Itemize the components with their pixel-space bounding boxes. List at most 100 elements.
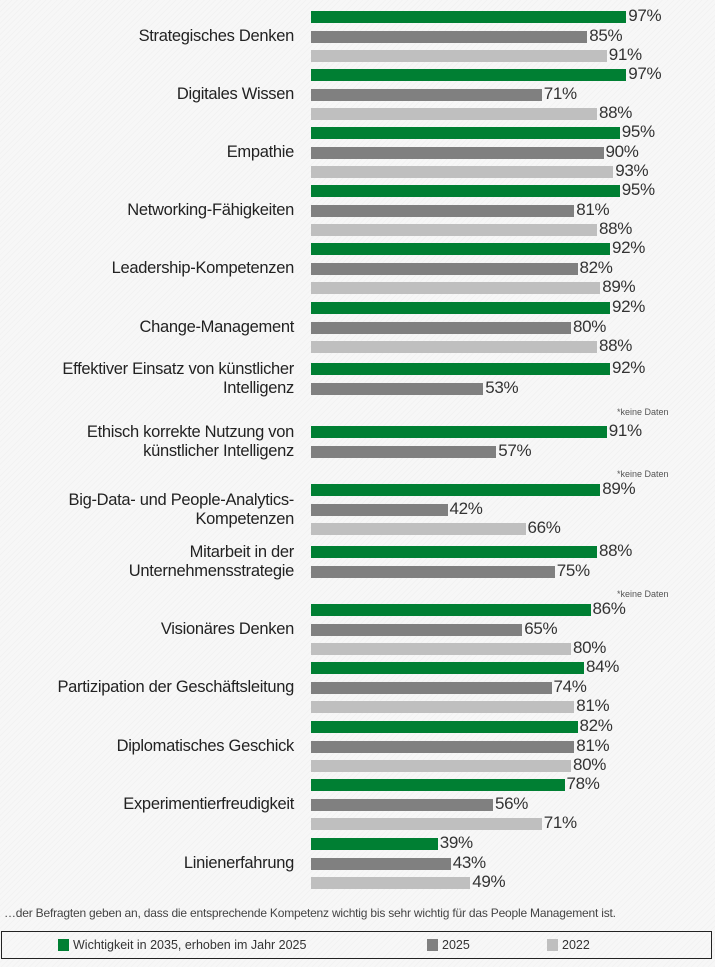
category-label-line: Effektiver Einsatz von künstlicher [62, 359, 294, 378]
chart-footnote: …der Befragten geben an, dass die entspr… [4, 906, 616, 920]
value-label: 74% [553, 676, 587, 696]
value-label: 53% [485, 377, 519, 397]
value-label: 43% [452, 852, 486, 872]
bar-networking-fahigkeiten-2025 [311, 204, 575, 217]
bar-mitarbeit-in-der-unternehmensstrategie-2035 [311, 546, 597, 558]
legend-item-2025: 2025 [427, 938, 470, 952]
bar-experimentierfreudigkeit-2022 [311, 818, 542, 830]
bar-diplomatisches-geschick-2022 [311, 760, 571, 772]
category-label-line: Linienerfahrung [183, 854, 294, 872]
value-label: 71% [543, 83, 577, 103]
value-label: 82% [579, 257, 613, 277]
category-label-line: künstlicher Intelligenz [143, 441, 294, 460]
bar-experimentierfreudigkeit-2025 [311, 798, 493, 811]
bar-partizipation-der-geschaftsleitung-2035 [311, 662, 584, 674]
value-label: 56% [495, 793, 529, 813]
value-label: 81% [576, 696, 610, 715]
legend-swatch-2022 [547, 939, 558, 951]
bar-linienerfahrung-2022 [311, 877, 471, 889]
value-label: 95% [621, 180, 655, 199]
bar-linienerfahrung-2035 [311, 838, 438, 850]
no-data-note: *keine Daten [617, 469, 669, 479]
category-label: Networking-Fähigkeiten [127, 201, 294, 220]
value-label: 90% [605, 141, 639, 161]
bar-mitarbeit-in-der-unternehmensstrategie-2025 [311, 565, 555, 578]
value-label: 80% [573, 638, 607, 657]
bar-digitales-wissen-2025 [311, 88, 542, 101]
value-label: 93% [615, 161, 649, 180]
value-label: 39% [439, 833, 473, 852]
value-label: 88% [599, 541, 633, 560]
bar-empathie-2035 [311, 127, 620, 139]
category-label-line: Visionäres Denken [160, 620, 294, 638]
category-label-line: Diplomatisches Geschick [116, 737, 295, 755]
value-label: 91% [608, 421, 642, 440]
value-label: 88% [599, 219, 633, 238]
bar-networking-fahigkeiten-2022 [311, 224, 597, 236]
value-label: 49% [472, 872, 506, 891]
bar-partizipation-der-geschaftsleitung-2025 [311, 681, 552, 694]
category-label-line: Empathie [226, 143, 295, 161]
value-label: 78% [566, 774, 600, 793]
category-label: Ethisch korrekte Nutzung von künstlicher … [87, 423, 294, 461]
category-label: Partizipation der Geschäftsleitung [57, 678, 294, 697]
value-label: 86% [592, 599, 626, 618]
bar-experimentierfreudigkeit-2035 [311, 779, 565, 791]
legend-swatch-2025 [427, 939, 438, 951]
value-label: 71% [543, 813, 577, 832]
bar-leadership-kompetenzen-2025 [311, 262, 578, 275]
no-data-note: *keine Daten [617, 589, 669, 599]
legend-item-2035: Wichtigkeit in 2035, erhoben im Jahr 202… [58, 938, 306, 952]
bar-effektiver-einsatz-von-kunstlicher-intelligenz-2025 [311, 382, 484, 395]
bar-chart: 97% 85% 91% Strategisches Denken 97% 71% 88% Di… [57, 6, 669, 891]
category-label: Change-Management [139, 318, 294, 337]
category-label-line: Unternehmensstrategie [128, 561, 295, 580]
category-label-line: Kompetenzen [195, 509, 294, 528]
value-label: 97% [628, 6, 662, 25]
category-label: Strategisches Denken [138, 27, 295, 46]
value-label: 92% [612, 238, 646, 257]
legend-item-2022: 2022 [547, 938, 590, 952]
bar-effektiver-einsatz-von-kunstlicher-intelligenz-2035 [311, 363, 610, 375]
bar-visionares-denken-2022 [311, 643, 571, 655]
category-label-line: Leadership-Kompetenzen [111, 259, 295, 277]
bar-big-data-und-people-analytics-kompetenzen-2022 [311, 523, 526, 535]
bar-diplomatisches-geschick-2025 [311, 740, 575, 753]
value-label: 66% [527, 518, 561, 537]
category-label-line: Strategisches Denken [138, 27, 295, 45]
value-label: 85% [589, 25, 623, 45]
legend-swatch-2035 [58, 939, 69, 951]
bar-leadership-kompetenzen-2035 [311, 243, 610, 255]
value-label: 81% [576, 199, 610, 219]
category-label: Mitarbeit in der Unternehmensstrategie [128, 542, 295, 581]
legend-label-2035: Wichtigkeit in 2035, erhoben im Jahr 202… [73, 938, 307, 952]
no-data-note: *keine Daten [617, 407, 669, 417]
value-label: 80% [573, 755, 607, 774]
value-label: 82% [579, 716, 613, 735]
bar-ethisch-korrekte-nutzung-von-kunstlicher-intelligenz-2035 [311, 426, 607, 438]
value-label: 95% [621, 122, 655, 141]
bar-strategisches-denken-2022 [311, 50, 607, 62]
category-label-line: Big-Data- und People-Analytics- [68, 490, 295, 509]
category-label-line: Intelligenz [223, 378, 294, 397]
category-label: Leadership-Kompetenzen [111, 259, 295, 278]
bar-visionares-denken-2025 [311, 623, 523, 636]
category-label: Experimentierfreudigkeit [123, 795, 294, 814]
category-label: Effektiver Einsatz von künstlicher Intell… [62, 360, 294, 398]
bar-empathie-2025 [311, 146, 604, 159]
bar-digitales-wissen-2035 [311, 69, 627, 81]
bar-strategisches-denken-2025 [311, 30, 588, 43]
bar-partizipation-der-geschaftsleitung-2022 [311, 701, 575, 713]
category-label-line: Experimentierfreudigkeit [123, 795, 294, 813]
category-label-line: Mitarbeit in der [189, 542, 295, 561]
value-label: 42% [449, 498, 483, 518]
value-label: 91% [608, 45, 642, 64]
value-label: 88% [599, 336, 633, 355]
legend-label-2022: 2022 [562, 938, 590, 952]
value-label: 92% [612, 358, 646, 377]
category-label-line: Ethisch korrekte Nutzung von [86, 422, 294, 441]
bar-visionares-denken-2035 [311, 604, 591, 616]
bar-big-data-und-people-analytics-kompetenzen-2035 [311, 484, 601, 496]
value-label: 75% [556, 560, 590, 580]
bar-linienerfahrung-2025 [311, 857, 451, 870]
